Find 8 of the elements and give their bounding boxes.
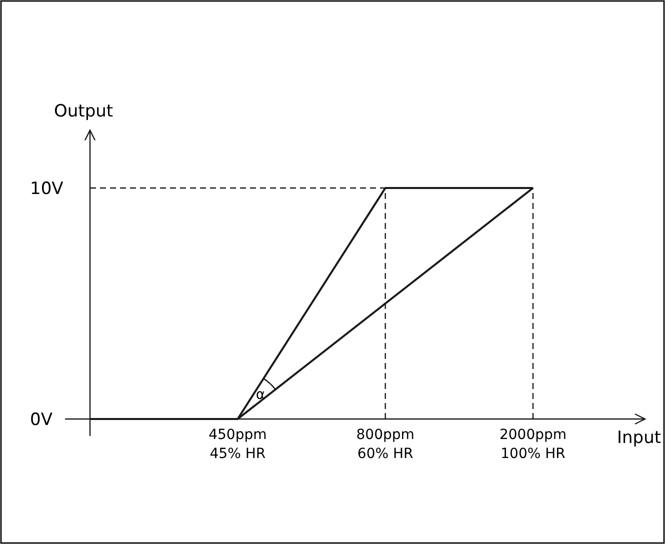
y-axis-title: Output — [54, 101, 114, 122]
annotation: α — [256, 386, 266, 403]
x-tick-label: 450ppm 45% HR — [208, 427, 267, 462]
x-tick-label: 800ppm 60% HR — [356, 427, 414, 462]
x-axis-title: Input — [617, 428, 662, 448]
x-tick-label: 2000ppm 100% HR — [499, 427, 567, 462]
y-tick-label: 10V — [30, 179, 64, 199]
y-tick-label: 0V — [30, 410, 53, 430]
